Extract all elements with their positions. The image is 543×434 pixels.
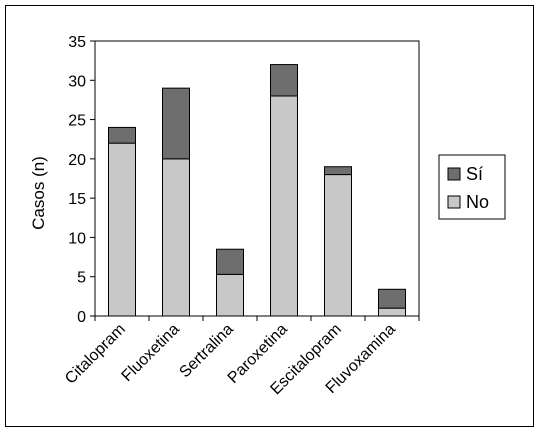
bar-s-sertralina — [216, 248, 244, 275]
legend-swatch — [447, 195, 461, 209]
plot-area — [94, 40, 420, 317]
bar-no-sertralina — [216, 273, 244, 317]
y-tick-label: 5 — [77, 270, 86, 287]
legend-label: Sí — [466, 164, 483, 184]
x-axis: CitalopramFluoxetinaSertralinaParoxetina… — [62, 316, 420, 398]
x-tick-label: Citalopram — [62, 321, 129, 388]
legend-swatch — [447, 167, 461, 181]
y-tick-label: 30 — [68, 73, 86, 90]
legend-box — [438, 154, 506, 220]
bar-s-fluoxetina — [162, 87, 190, 160]
bar-no-fluvoxamina — [378, 307, 406, 317]
legend-label: No — [466, 192, 489, 212]
plot-border — [94, 40, 420, 317]
bar-s-paroxetina — [270, 64, 298, 97]
y-tick-label: 10 — [68, 230, 86, 247]
bar-s-citalopram — [108, 126, 136, 144]
y-tick-label: 15 — [68, 191, 86, 208]
y-axis-title: Casos (n) — [29, 156, 48, 230]
bar-s-fluvoxamina — [378, 288, 406, 309]
chart-frame: 0 5 10 15 20 25 30 35 Citalopram Fluoxetina Sertr… — [5, 5, 534, 427]
y-tick-label: 0 — [77, 309, 86, 326]
bar-chart: 0 5 10 15 20 25 30 35 CitalopramFluoxetinaSertr… — [29, 34, 506, 398]
bar-no-paroxetina — [270, 95, 298, 317]
bar-no-fluoxetina — [162, 158, 190, 317]
y-tick-label: 25 — [68, 113, 86, 130]
bar-s-escitalopram — [324, 166, 352, 176]
legend: Sí No — [438, 154, 506, 220]
bar-no-escitalopram — [324, 174, 352, 317]
y-tick-label: 35 — [68, 34, 86, 51]
x-tick-label: Fluoxetina — [119, 321, 183, 385]
y-tick-label: 20 — [68, 152, 86, 169]
y-axis: 0 5 10 15 20 25 30 35 — [68, 34, 95, 326]
bar-no-citalopram — [108, 142, 136, 317]
